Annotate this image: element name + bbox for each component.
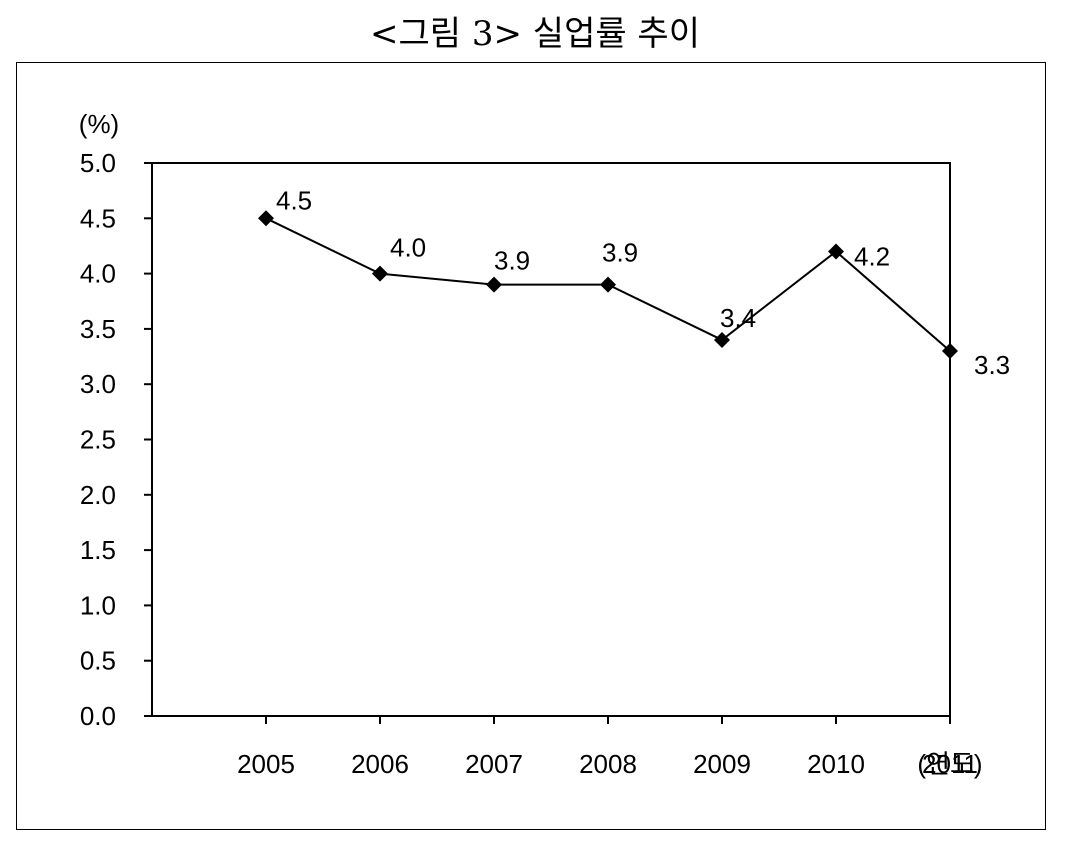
x-tick-label: 2011 — [922, 749, 978, 779]
data-point-marker — [372, 265, 388, 282]
data-value-label: 4.0 — [390, 233, 426, 263]
x-tick-label: 2005 — [237, 749, 295, 779]
data-point-marker — [486, 276, 502, 293]
y-tick-label: 2.5 — [80, 425, 116, 455]
data-value-label: 3.4 — [720, 303, 756, 333]
x-tick-label: 2010 — [807, 749, 865, 779]
data-labels: 4.5 4.0 3.9 3.9 3.4 4.2 3.3 — [276, 185, 1010, 380]
y-tick-label: 5.0 — [80, 148, 116, 178]
y-tick-label: 4.5 — [80, 203, 116, 233]
chart-frame — [16, 62, 1046, 830]
data-point-marker — [714, 331, 730, 348]
y-tick-label: 1.5 — [80, 535, 116, 565]
y-tick-label: 4.0 — [80, 259, 116, 289]
data-value-label: 3.9 — [494, 246, 530, 276]
x-axis-unit-label: (연도) — [917, 749, 982, 779]
y-tick-label: 0.5 — [80, 646, 116, 676]
data-point-marker — [942, 343, 958, 360]
data-markers — [258, 210, 958, 360]
x-axis-ticks: 2005 2006 2007 2008 2009 2010 2011 — [237, 716, 978, 779]
data-point-marker — [828, 243, 844, 260]
data-point-marker — [600, 276, 616, 293]
x-tick-label: 2006 — [351, 749, 409, 779]
y-tick-label: 3.5 — [80, 314, 116, 344]
data-value-label: 4.2 — [854, 241, 890, 271]
x-tick-label: 2008 — [579, 749, 637, 779]
data-value-label: 3.9 — [602, 238, 638, 268]
chart-title: <그림 3> 실업률 추이 — [370, 14, 700, 54]
y-tick-label: 0.0 — [80, 701, 116, 731]
y-tick-label: 2.0 — [80, 480, 116, 510]
y-tick-label: 1.0 — [80, 590, 116, 620]
data-point-marker — [258, 210, 274, 227]
y-axis-unit-label: (%) — [79, 109, 119, 139]
x-tick-label: 2007 — [465, 749, 523, 779]
x-tick-label: 2009 — [693, 749, 751, 779]
plot-area — [151, 162, 951, 717]
y-tick-label: 3.0 — [80, 369, 116, 399]
data-value-label: 4.5 — [276, 185, 312, 215]
data-value-label: 3.3 — [974, 350, 1010, 380]
y-axis-ticks: 0.0 0.5 1.0 1.5 2.0 2.5 3.0 3.5 4.0 4.5 5.0 — [80, 148, 152, 731]
